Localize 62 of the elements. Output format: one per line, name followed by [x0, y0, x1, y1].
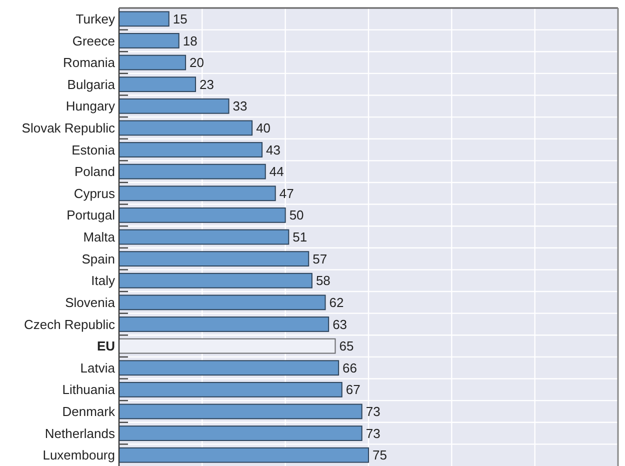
bar — [118, 272, 312, 288]
y-tick-label: Slovenia — [65, 294, 116, 310]
bar — [118, 142, 263, 158]
bar — [118, 54, 186, 70]
y-tick-label: Luxembourg — [42, 448, 115, 463]
bar — [118, 316, 330, 332]
bar — [118, 360, 340, 376]
y-tick-label: Italy — [91, 273, 116, 288]
bar — [118, 382, 342, 398]
y-tick-label: Romania — [62, 55, 116, 70]
bar — [118, 33, 180, 48]
bar — [118, 186, 276, 202]
y-tick-label: Poland — [74, 164, 115, 180]
y-tick-label: Lithuania — [62, 382, 116, 398]
data-label: 67 — [346, 382, 360, 398]
y-tick-label: Hungary — [66, 98, 116, 114]
data-label: 33 — [232, 98, 248, 114]
data-label: 23 — [200, 76, 214, 92]
data-label: 75 — [372, 448, 387, 463]
y-tick-label: Netherlands — [44, 426, 116, 441]
y-tick-label: Portugal — [66, 208, 116, 223]
bar — [118, 426, 362, 441]
data-label: 15 — [172, 11, 188, 26]
data-label: 73 — [366, 404, 380, 420]
bar — [118, 98, 230, 114]
y-tick-label: Spain — [82, 251, 115, 266]
bar — [118, 120, 253, 136]
data-label: 40 — [256, 120, 271, 136]
data-label: 43 — [266, 142, 281, 158]
data-label: 62 — [329, 294, 344, 310]
y-tick-label: Turkey — [76, 11, 116, 26]
data-label: 65 — [339, 338, 354, 354]
data-label: 50 — [289, 208, 304, 223]
bar — [118, 11, 170, 27]
bar — [118, 447, 369, 463]
y-tick-label: Denmark — [62, 404, 116, 420]
data-label: 20 — [190, 55, 204, 70]
y-tick-label: Czech Republic — [24, 316, 116, 332]
bar — [118, 76, 196, 92]
y-tick-label: Estonia — [72, 142, 116, 158]
bar — [118, 404, 362, 420]
data-label: 66 — [342, 360, 358, 376]
data-label: 44 — [269, 164, 284, 180]
data-label: 18 — [182, 33, 198, 48]
bar — [118, 164, 266, 180]
y-tick-label: Bulgaria — [67, 76, 116, 92]
bar — [118, 229, 290, 245]
y-tick-label: Malta — [83, 230, 116, 245]
bar — [118, 251, 310, 267]
y-tick-label: Latvia — [80, 360, 116, 376]
data-label: 63 — [332, 316, 348, 332]
bar — [118, 207, 286, 223]
data-label: 47 — [279, 186, 294, 201]
data-label: 73 — [366, 426, 380, 441]
data-label: 51 — [292, 230, 308, 245]
data-label: 57 — [312, 251, 328, 266]
bar — [118, 294, 326, 310]
data-label: 58 — [316, 273, 330, 288]
y-tick-label: Cyprus — [74, 186, 116, 201]
y-tick-label: EU — [96, 338, 115, 354]
y-tick-label: Greece — [72, 33, 115, 48]
y-tick-label: Slovak Republic — [22, 120, 116, 136]
